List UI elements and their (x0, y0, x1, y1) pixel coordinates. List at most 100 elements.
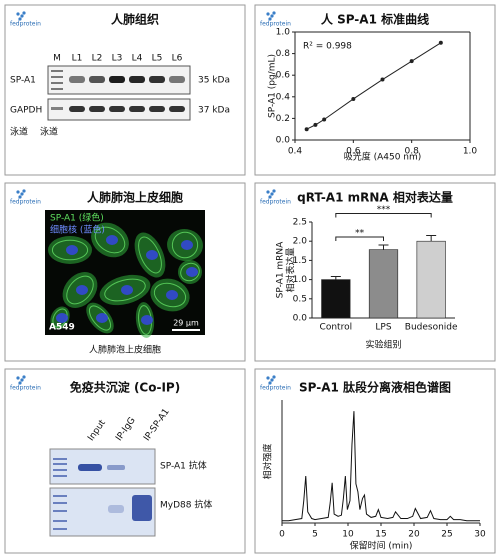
logo-text: fedprotein (10, 21, 41, 28)
nucleus (66, 245, 78, 255)
logo-icon (270, 14, 274, 18)
panel-title: 人肺肺泡上皮细胞 (87, 190, 183, 205)
logo-icon (268, 381, 272, 385)
logo-text: fedprotein (260, 199, 291, 206)
row-label: SP-A1 (10, 76, 36, 86)
legend-entry: 细胞核 (蓝色) (50, 224, 105, 236)
lane-label: L6 (172, 54, 183, 64)
x-tick-label: 0 (279, 530, 285, 540)
y-axis-label: SP-A1 (pg/mL) (268, 54, 278, 118)
logo-icon (272, 11, 276, 15)
cytoplasm-edge (88, 305, 112, 331)
cytoplasm-edge (138, 236, 162, 274)
logo-icon (22, 375, 26, 379)
cells (48, 222, 203, 338)
marker-band (51, 82, 63, 84)
significance-label: ** (355, 229, 365, 239)
x-axis-label: 吸光度 (A450 nm) (344, 151, 422, 163)
marker-band (51, 107, 63, 110)
y-tick-label: 0.5 (293, 294, 307, 304)
row-label: SP-A1 抗体 (160, 460, 207, 472)
y-tick-label: 0.2 (276, 114, 290, 124)
logo-text: fedprotein (260, 385, 291, 392)
nucleus (146, 250, 158, 260)
x-axis-label: 保留时间 (min) (350, 540, 413, 552)
logo-icon (22, 189, 26, 193)
logo-icon (266, 12, 270, 16)
marker-band (53, 502, 67, 504)
logo-text: fedprotein (10, 199, 41, 206)
cytoplasm-edge (171, 231, 199, 259)
x-tick-label: 10 (342, 530, 354, 540)
lane-label: L1 (72, 54, 83, 64)
panel (254, 368, 496, 554)
band (149, 76, 165, 83)
band (109, 106, 125, 112)
marker-band (51, 76, 63, 78)
x-tick-label: Budesonide (405, 323, 458, 333)
data-point (313, 122, 318, 127)
marker-band (53, 458, 67, 460)
nucleus (181, 240, 193, 250)
data-point (409, 59, 414, 64)
x-tick-label: 25 (441, 530, 452, 540)
x-tick-label: 0.8 (405, 147, 420, 157)
band (169, 76, 185, 83)
cytoplasm-edge (94, 226, 126, 254)
chart-title: 人 SP-A1 标准曲线 (321, 12, 429, 27)
y-tick-label: 1.5 (293, 256, 307, 266)
logo-icon (16, 190, 20, 194)
logo-icon (272, 189, 276, 193)
logo-icon (268, 195, 272, 199)
data-point (351, 96, 356, 101)
logo-icon (16, 12, 20, 16)
band (89, 76, 105, 83)
marker-band (51, 70, 63, 72)
size-label: 37 kDa (198, 106, 230, 116)
marker-band (51, 88, 63, 90)
x-tick-label: 5 (312, 530, 318, 540)
y-tick-label: 0.0 (293, 314, 308, 324)
error-bar (330, 276, 341, 280)
blot-bands (53, 458, 152, 530)
data-line (282, 411, 480, 522)
y-tick-label: 0.8 (276, 49, 291, 59)
logo-icon (272, 375, 276, 379)
blot-membrane (49, 448, 156, 485)
nucleus (186, 267, 198, 277)
logo-icon (20, 192, 24, 196)
band (107, 465, 125, 470)
row-label: GAPDH (10, 106, 42, 116)
lane-footer: 泳道 (40, 126, 58, 138)
y-tick-label: 0.4 (276, 92, 291, 102)
band (132, 495, 152, 521)
cytoplasm-edge (51, 239, 89, 261)
logo-icon (268, 17, 272, 21)
y-tick-label: 1.0 (276, 28, 291, 38)
logo-text: fedprotein (260, 21, 291, 28)
y-tick-label: 2.5 (293, 218, 307, 228)
significance-bracket (335, 236, 384, 242)
legend-entry: SP-A1 (绿色) (50, 212, 104, 224)
panel-title: 免疫共沉淀 (Co-IP) (70, 380, 180, 395)
band (129, 106, 145, 112)
marker-band (53, 528, 67, 530)
panel-title: 人肺组织 (111, 12, 159, 27)
caption: 人肺肺泡上皮细胞 (89, 344, 161, 356)
logo-icon (20, 14, 24, 18)
nucleus (56, 313, 68, 323)
row-label: MyD88 抗体 (160, 499, 212, 511)
band (169, 106, 185, 112)
lane-label: L2 (92, 54, 103, 64)
lane-label: L4 (132, 54, 143, 64)
cytoplasm-edge (153, 282, 187, 308)
lane-label: L5 (152, 54, 163, 64)
logo-icon (270, 192, 274, 196)
x-axis-label: 实验组别 (365, 339, 401, 351)
marker-band (53, 463, 67, 465)
x-tick-label: 0.4 (288, 147, 303, 157)
annotation: R² = 0.998 (303, 42, 352, 52)
y-tick-label: 1.0 (293, 275, 308, 285)
marker-band (53, 475, 67, 477)
data-point (322, 117, 327, 122)
